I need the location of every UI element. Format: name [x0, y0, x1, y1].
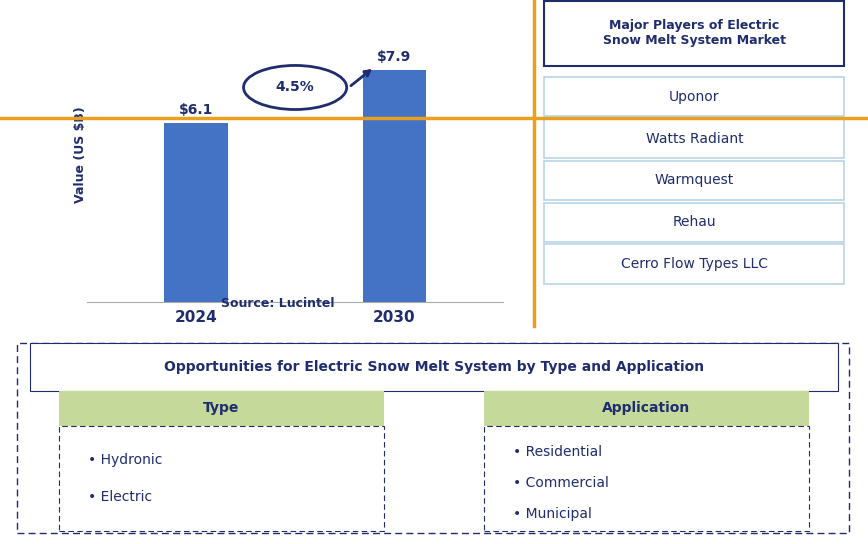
FancyBboxPatch shape — [30, 343, 838, 391]
Text: Rehau: Rehau — [673, 215, 716, 229]
Text: $6.1: $6.1 — [179, 103, 214, 117]
FancyBboxPatch shape — [17, 343, 849, 533]
Text: Cerro Flow Types LLC: Cerro Flow Types LLC — [621, 257, 768, 271]
Bar — [164, 123, 227, 302]
FancyBboxPatch shape — [544, 161, 845, 200]
Text: $7.9: $7.9 — [378, 50, 411, 64]
Text: Major Players of Electric
Snow Melt System Market: Major Players of Electric Snow Melt Syst… — [603, 19, 786, 47]
FancyBboxPatch shape — [544, 119, 845, 158]
FancyBboxPatch shape — [484, 426, 809, 531]
Text: • Commercial: • Commercial — [513, 476, 609, 490]
FancyBboxPatch shape — [544, 77, 845, 116]
Text: Application: Application — [602, 401, 691, 415]
Text: Warmquest: Warmquest — [654, 174, 734, 187]
Text: Watts Radiant: Watts Radiant — [646, 132, 743, 146]
FancyBboxPatch shape — [59, 391, 384, 426]
Text: Type: Type — [203, 401, 240, 415]
Text: • Residential: • Residential — [513, 445, 602, 459]
FancyBboxPatch shape — [484, 391, 809, 426]
FancyBboxPatch shape — [59, 426, 384, 531]
Text: • Hydronic: • Hydronic — [89, 453, 162, 467]
Text: • Municipal: • Municipal — [513, 507, 592, 521]
FancyBboxPatch shape — [544, 1, 845, 66]
Text: Opportunities for Electric Snow Melt System by Type and Application: Opportunities for Electric Snow Melt Sys… — [164, 360, 704, 374]
Text: Uponor: Uponor — [669, 90, 720, 104]
FancyBboxPatch shape — [544, 244, 845, 283]
Text: Value (US $B): Value (US $B) — [75, 107, 88, 203]
Title: Global Electric Snow Melt System
Market (US $B): Global Electric Snow Melt System Market … — [138, 0, 452, 1]
Text: 4.5%: 4.5% — [276, 81, 314, 95]
Bar — [363, 70, 426, 302]
Text: Source: Lucintel: Source: Lucintel — [221, 297, 334, 310]
FancyBboxPatch shape — [544, 202, 845, 242]
Text: • Electric: • Electric — [89, 490, 152, 504]
